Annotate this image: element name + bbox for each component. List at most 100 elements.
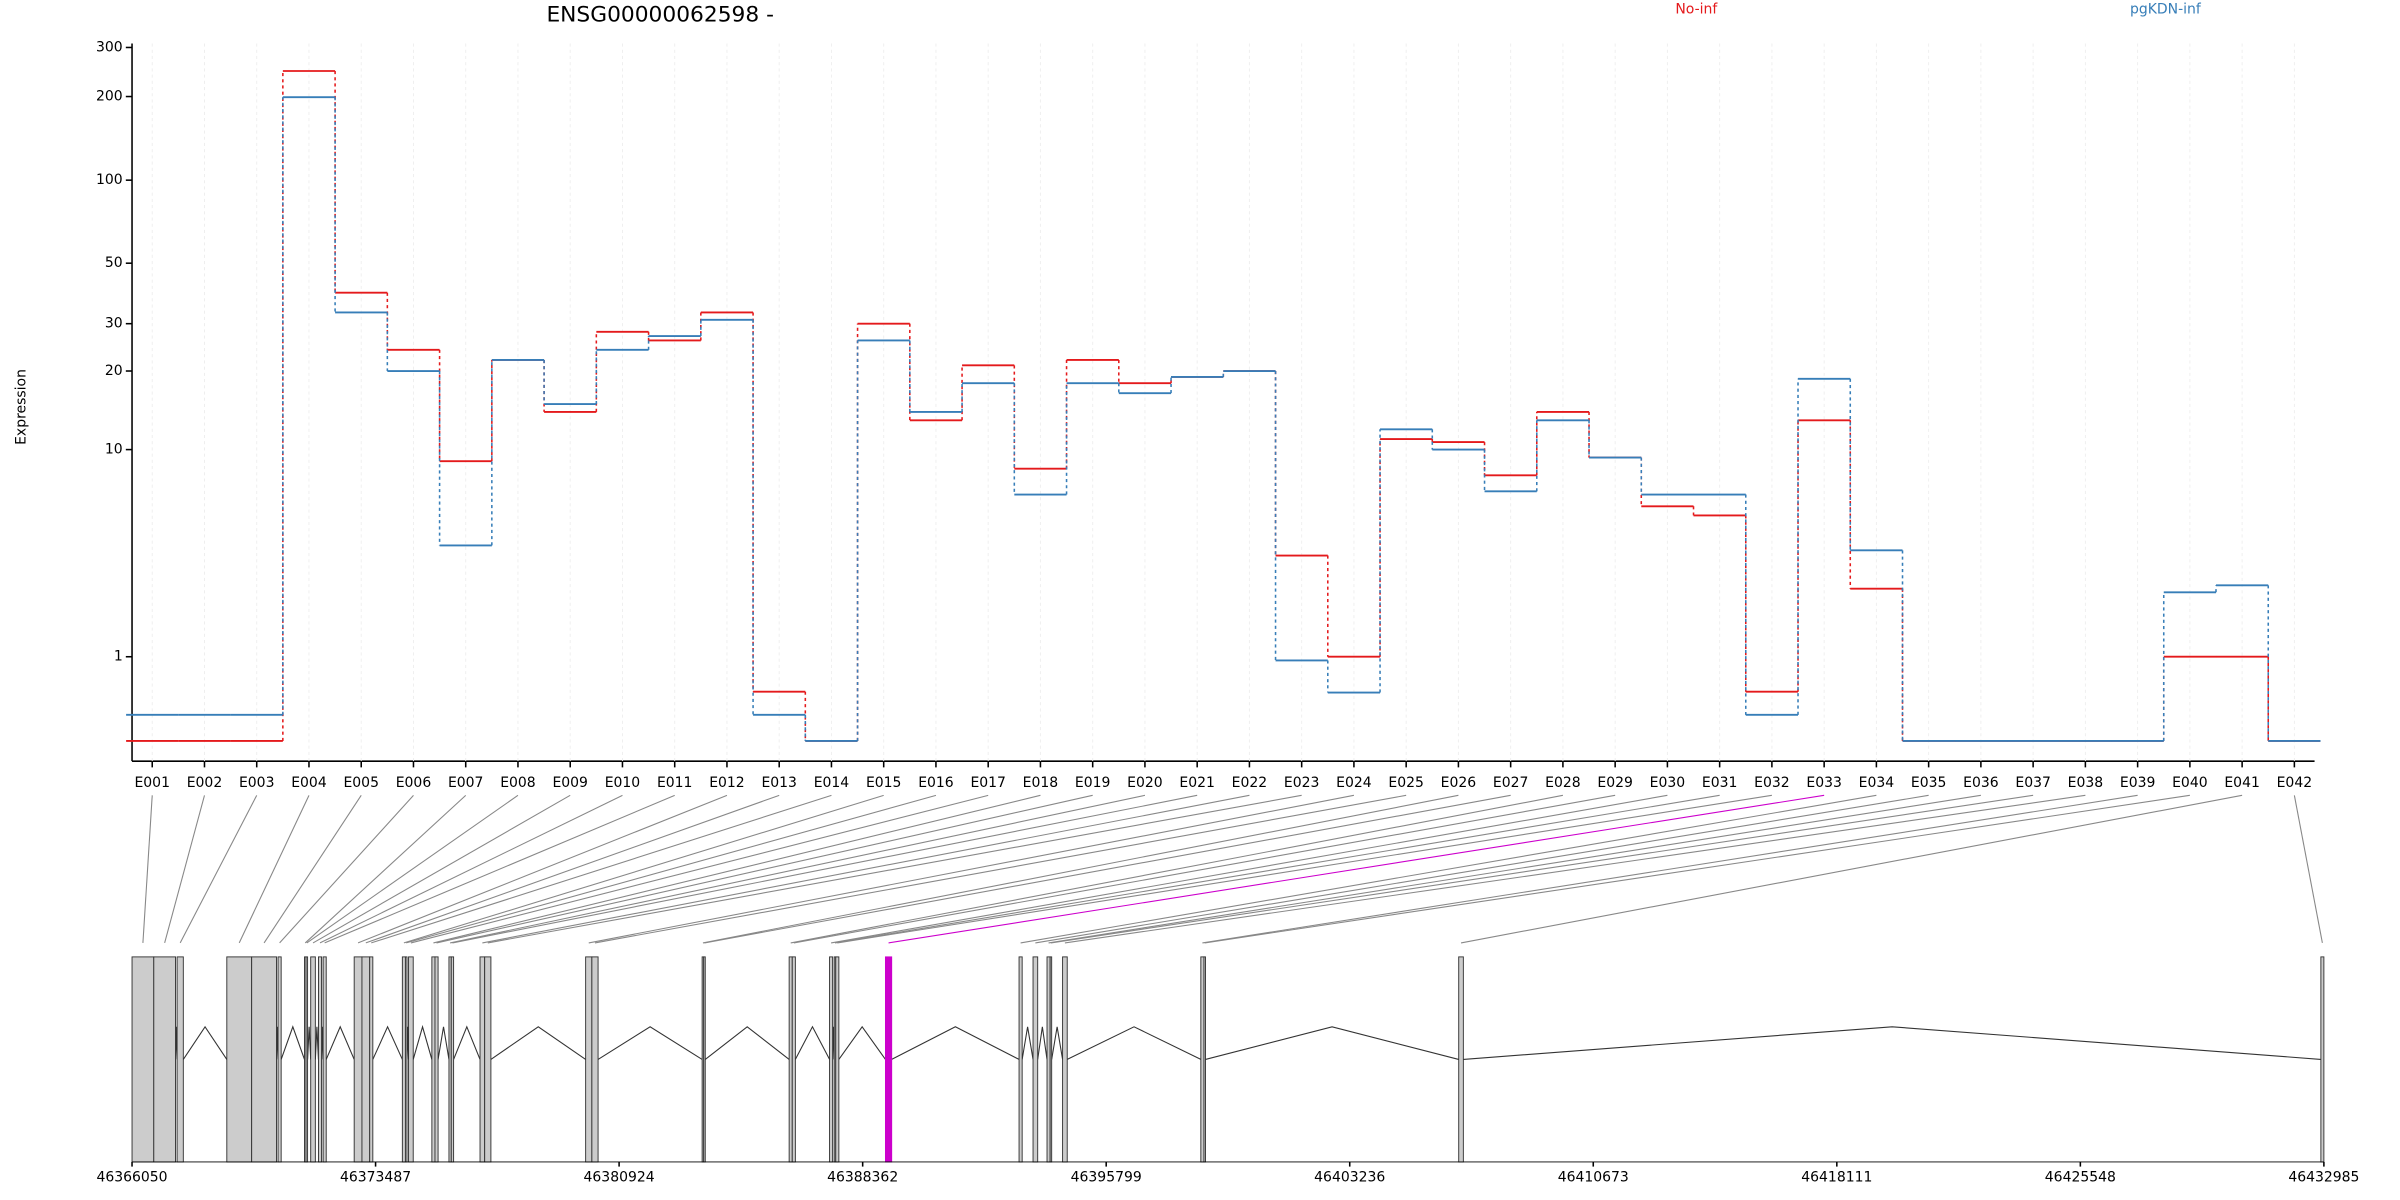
x-tick-label: E006 bbox=[396, 775, 432, 791]
x-tick-label: E001 bbox=[134, 775, 170, 791]
y-tick-label: 50 bbox=[105, 255, 123, 271]
exon bbox=[2320, 956, 2325, 1163]
exon-link bbox=[888, 794, 1825, 944]
exon-link bbox=[793, 794, 1616, 944]
exon-link bbox=[238, 795, 310, 944]
intron bbox=[437, 1026, 450, 1060]
y-tick-label: 20 bbox=[105, 363, 123, 379]
x-tick-label: 46388362 bbox=[827, 1169, 898, 1185]
intron bbox=[1037, 1026, 1048, 1060]
exon-link bbox=[433, 794, 1041, 944]
intron bbox=[453, 1025, 481, 1060]
exon-link bbox=[487, 794, 1302, 944]
exon-link bbox=[436, 794, 1093, 944]
x-tick-label: E024 bbox=[1336, 775, 1372, 791]
exon-link bbox=[450, 794, 1146, 944]
x-tick-label: 46410673 bbox=[1558, 1169, 1629, 1185]
x-tick-label: E003 bbox=[239, 775, 275, 791]
exon-link bbox=[324, 794, 675, 944]
exon-link bbox=[1064, 794, 2086, 944]
intron bbox=[1205, 1026, 1459, 1060]
exon bbox=[1200, 956, 1205, 1163]
x-tick-label: 46366050 bbox=[96, 1169, 167, 1185]
exon-link bbox=[482, 794, 1250, 944]
intron bbox=[325, 1025, 355, 1060]
x-tick-label: E041 bbox=[2224, 775, 2260, 791]
x-tick-label: E020 bbox=[1127, 775, 1163, 791]
y-tick-label: 30 bbox=[105, 316, 123, 332]
legend-label: No-inf bbox=[1675, 1, 1718, 17]
exon-link bbox=[831, 794, 1668, 944]
exon bbox=[791, 956, 796, 1163]
exon bbox=[591, 956, 599, 1163]
exon bbox=[317, 956, 323, 1163]
exon bbox=[361, 956, 371, 1163]
x-tick-label: E004 bbox=[291, 775, 327, 791]
exon bbox=[450, 956, 455, 1163]
exon bbox=[176, 956, 184, 1163]
exon bbox=[1458, 956, 1464, 1163]
exon-link bbox=[306, 794, 519, 944]
exon bbox=[1018, 956, 1023, 1163]
x-tick-label: E011 bbox=[657, 775, 693, 791]
exon bbox=[369, 956, 374, 1163]
intron bbox=[307, 1026, 312, 1060]
y-tick-label: 1 bbox=[114, 649, 123, 665]
intron bbox=[490, 1026, 586, 1060]
exon bbox=[251, 956, 277, 1163]
exon bbox=[131, 956, 155, 1163]
x-tick-label: E021 bbox=[1179, 775, 1215, 791]
intron bbox=[280, 1025, 305, 1060]
x-tick-label: E039 bbox=[2120, 775, 2156, 791]
exon-link bbox=[365, 794, 780, 944]
y-tick-label: 100 bbox=[96, 172, 123, 188]
exon-link bbox=[406, 794, 937, 944]
exon bbox=[322, 956, 327, 1163]
exon-link bbox=[403, 794, 884, 944]
exon bbox=[431, 956, 436, 1163]
exon bbox=[1032, 956, 1039, 1163]
x-tick-label: E018 bbox=[1023, 775, 1059, 791]
x-tick-label: E012 bbox=[709, 775, 745, 791]
x-tick-label: E010 bbox=[605, 775, 640, 791]
x-tick-label: E027 bbox=[1493, 775, 1529, 791]
intron bbox=[1051, 1026, 1064, 1060]
x-tick-label: E035 bbox=[1911, 775, 1947, 791]
intron bbox=[182, 1025, 228, 1060]
exon bbox=[829, 956, 834, 1163]
exon bbox=[788, 956, 793, 1163]
x-tick-label: E014 bbox=[814, 775, 850, 791]
x-tick-label: E025 bbox=[1388, 775, 1424, 791]
intron bbox=[794, 1025, 831, 1060]
x-tick-label: E023 bbox=[1284, 775, 1320, 791]
exon-link bbox=[371, 794, 832, 944]
exon-link bbox=[702, 794, 1459, 944]
x-tick-label: 46425548 bbox=[2045, 1169, 2116, 1185]
exon bbox=[479, 956, 486, 1163]
exon-link bbox=[319, 794, 623, 944]
x-tick-label: 46418111 bbox=[1801, 1169, 1872, 1185]
exon bbox=[1203, 956, 1206, 1163]
x-tick-label: E037 bbox=[2015, 775, 2051, 791]
exon-link bbox=[1020, 794, 1877, 944]
x-tick-label: E022 bbox=[1232, 775, 1268, 791]
intron bbox=[838, 1025, 886, 1060]
chart-title: ENSG00000062598 - bbox=[546, 3, 774, 28]
exon-link bbox=[1204, 794, 2190, 944]
exon-link bbox=[304, 794, 467, 944]
intron bbox=[1463, 1026, 2321, 1060]
exon-link bbox=[1035, 794, 1929, 944]
intron bbox=[412, 1024, 433, 1060]
exon-link bbox=[279, 794, 414, 944]
exon bbox=[484, 956, 492, 1163]
exon bbox=[835, 956, 840, 1163]
y-tick-label: 300 bbox=[96, 39, 123, 55]
y-axis-label: Expression bbox=[14, 369, 30, 445]
exon-link bbox=[142, 795, 153, 943]
exon-link bbox=[790, 794, 1564, 944]
x-tick-label: 46380924 bbox=[584, 1169, 655, 1185]
exon-link bbox=[164, 795, 206, 944]
exon bbox=[1046, 956, 1051, 1163]
exon-link bbox=[594, 794, 1407, 944]
